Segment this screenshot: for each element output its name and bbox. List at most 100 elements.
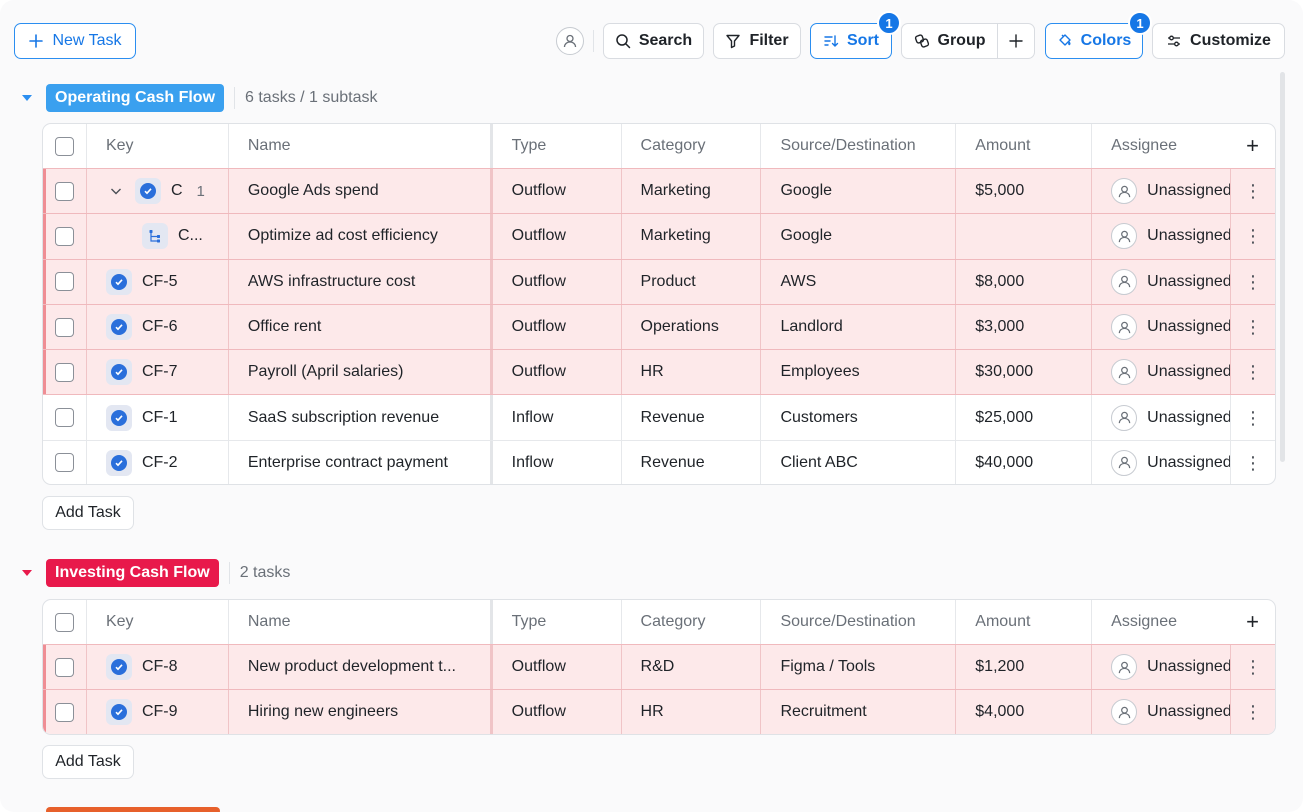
key-cell[interactable]: CF-9 [87,690,229,734]
key-cell[interactable]: C... [87,214,229,259]
column-header-key[interactable]: Key [87,124,229,168]
assignee-filter-avatar[interactable] [556,27,584,55]
task-amount[interactable]: $3,000 [956,304,1093,350]
column-header-source[interactable]: Source/Destination [761,600,957,644]
row-more-button[interactable]: ⋮ [1230,169,1275,214]
row-more-button[interactable]: ⋮ [1230,690,1275,734]
task-type[interactable]: Inflow [493,395,622,440]
row-checkbox-cell[interactable] [43,350,87,395]
task-amount[interactable]: $1,200 [956,645,1093,690]
task-name[interactable]: SaaS subscription revenue [229,395,493,440]
task-source[interactable]: Client ABC [761,440,957,484]
task-name[interactable]: Hiring new engineers [229,690,493,734]
row-checkbox-cell[interactable] [43,440,87,484]
column-header-category[interactable]: Category [622,124,762,168]
row-checkbox-cell[interactable] [43,690,87,734]
assignee-cell[interactable]: Unassigned [1092,169,1230,213]
task-type[interactable]: Outflow [493,690,622,734]
task-source[interactable]: Figma / Tools [761,645,957,690]
task-name[interactable]: Optimize ad cost efficiency [229,214,493,259]
column-header-amount[interactable]: Amount [956,124,1093,168]
column-header-type[interactable]: Type [493,124,622,168]
sort-button[interactable]: Sort 1 [810,11,901,59]
row-checkbox-cell[interactable] [43,169,87,214]
task-type[interactable]: Inflow [493,440,622,484]
task-name[interactable]: Payroll (April salaries) [229,350,493,395]
task-name[interactable]: Enterprise contract payment [229,440,493,484]
key-cell[interactable]: CF-1 [87,395,229,440]
group-pill-investing[interactable]: Investing Cash Flow [46,559,219,587]
row-checkbox[interactable] [55,702,74,722]
caret-down-icon[interactable] [20,566,34,580]
task-category[interactable]: HR [622,690,762,734]
add-column-button[interactable]: + [1230,600,1275,644]
row-more-button[interactable]: ⋮ [1230,645,1275,690]
task-amount[interactable] [956,214,1093,259]
row-more-button[interactable]: ⋮ [1230,214,1275,259]
task-source[interactable]: Landlord [761,304,957,350]
assignee-cell[interactable]: Unassigned [1092,260,1230,304]
column-header-name[interactable]: Name [229,600,493,644]
key-cell[interactable]: CF-2 [87,440,229,484]
table-row[interactable]: CF-9 Hiring new engineers Outflow HR Rec… [43,689,1275,734]
task-amount[interactable]: $8,000 [956,259,1093,304]
task-amount[interactable]: $4,000 [956,690,1093,734]
row-checkbox[interactable] [55,181,74,201]
assignee-cell[interactable]: Unassigned [1092,441,1230,484]
column-header-key[interactable]: Key [87,600,229,644]
row-checkbox[interactable] [55,657,74,677]
vertical-scrollbar[interactable] [1280,72,1285,462]
key-cell[interactable]: C 1 [87,169,229,214]
key-cell[interactable]: CF-7 [87,350,229,395]
row-checkbox-cell[interactable] [43,304,87,350]
task-category[interactable]: Product [622,259,762,304]
task-category[interactable]: Marketing [622,169,762,214]
column-header-assignee[interactable]: Assignee [1111,613,1177,630]
task-category[interactable]: Revenue [622,440,762,484]
table-row[interactable]: CF-8 New product development t... Outflo… [43,644,1275,690]
row-more-button[interactable]: ⋮ [1230,440,1275,484]
task-name[interactable]: Office rent [229,304,493,350]
row-more-button[interactable]: ⋮ [1230,259,1275,304]
task-source[interactable]: Google [761,214,957,259]
caret-down-icon[interactable] [20,91,34,105]
add-task-button-operating[interactable]: Add Task [42,496,134,530]
column-header-amount[interactable]: Amount [956,600,1093,644]
task-source[interactable]: Google [761,169,957,214]
filter-button[interactable]: Filter [713,23,801,59]
key-cell[interactable]: CF-8 [87,645,229,690]
task-type[interactable]: Outflow [493,645,622,690]
task-name[interactable]: Google Ads spend [229,169,493,214]
row-more-button[interactable]: ⋮ [1230,304,1275,350]
row-checkbox[interactable] [55,272,74,292]
task-source[interactable]: Recruitment [761,690,957,734]
add-task-button-investing[interactable]: Add Task [42,745,134,779]
key-cell[interactable]: CF-5 [87,259,229,304]
customize-button[interactable]: Customize [1152,23,1285,59]
task-amount[interactable]: $30,000 [956,350,1093,395]
task-type[interactable]: Outflow [493,304,622,350]
assignee-cell[interactable]: Unassigned [1092,350,1230,394]
column-header-type[interactable]: Type [493,600,622,644]
column-header-category[interactable]: Category [622,600,762,644]
task-category[interactable]: Operations [622,304,762,350]
table-row[interactable]: CF-7 Payroll (April salaries) Outflow HR… [43,349,1275,395]
table-row[interactable]: CF-6 Office rent Outflow Operations Land… [43,303,1275,350]
new-task-button[interactable]: New Task [14,23,136,59]
task-type[interactable]: Outflow [493,169,622,214]
row-checkbox[interactable] [55,362,74,382]
assignee-cell[interactable]: Unassigned [1092,645,1230,689]
row-checkbox-cell[interactable] [43,259,87,304]
assignee-cell[interactable]: Unassigned [1092,214,1230,258]
task-amount[interactable]: $5,000 [956,169,1093,214]
row-checkbox[interactable] [55,317,74,337]
table-row[interactable]: C... Optimize ad cost efficiency Outflow… [43,213,1275,259]
key-cell[interactable]: CF-6 [87,304,229,350]
assignee-cell[interactable]: Unassigned [1092,690,1230,734]
row-checkbox[interactable] [55,408,74,428]
row-more-button[interactable]: ⋮ [1230,395,1275,440]
group-pill-operating[interactable]: Operating Cash Flow [46,84,225,112]
task-category[interactable]: R&D [622,645,762,690]
task-amount[interactable]: $25,000 [956,395,1093,440]
assignee-cell[interactable]: Unassigned [1092,305,1230,349]
